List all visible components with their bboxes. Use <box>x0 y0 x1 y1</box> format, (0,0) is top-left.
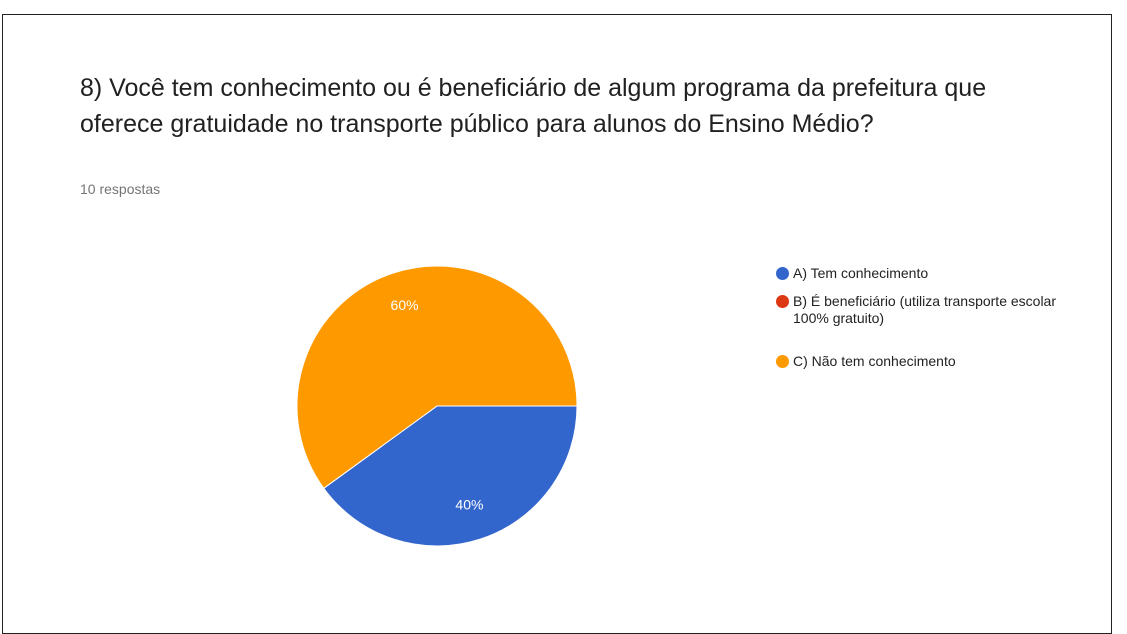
pie-slice <box>323 405 578 547</box>
legend-swatch <box>776 267 789 280</box>
legend-label: B) É beneficiário (utiliza transporte es… <box>793 293 1057 326</box>
chart-subtitle: 10 respostas <box>80 181 161 197</box>
legend-swatch <box>776 355 789 368</box>
chart-title: 8) Você tem conhecimento ou é beneficiár… <box>80 74 987 138</box>
pie-slice <box>296 265 578 489</box>
data-label: 60% <box>391 297 419 313</box>
legend-label: A) Tem conhecimento <box>793 265 929 281</box>
legend-swatch <box>776 295 789 308</box>
data-label: 40% <box>455 497 483 513</box>
card <box>2 14 1112 634</box>
legend-label: C) Não tem conhecimento <box>793 353 956 369</box>
